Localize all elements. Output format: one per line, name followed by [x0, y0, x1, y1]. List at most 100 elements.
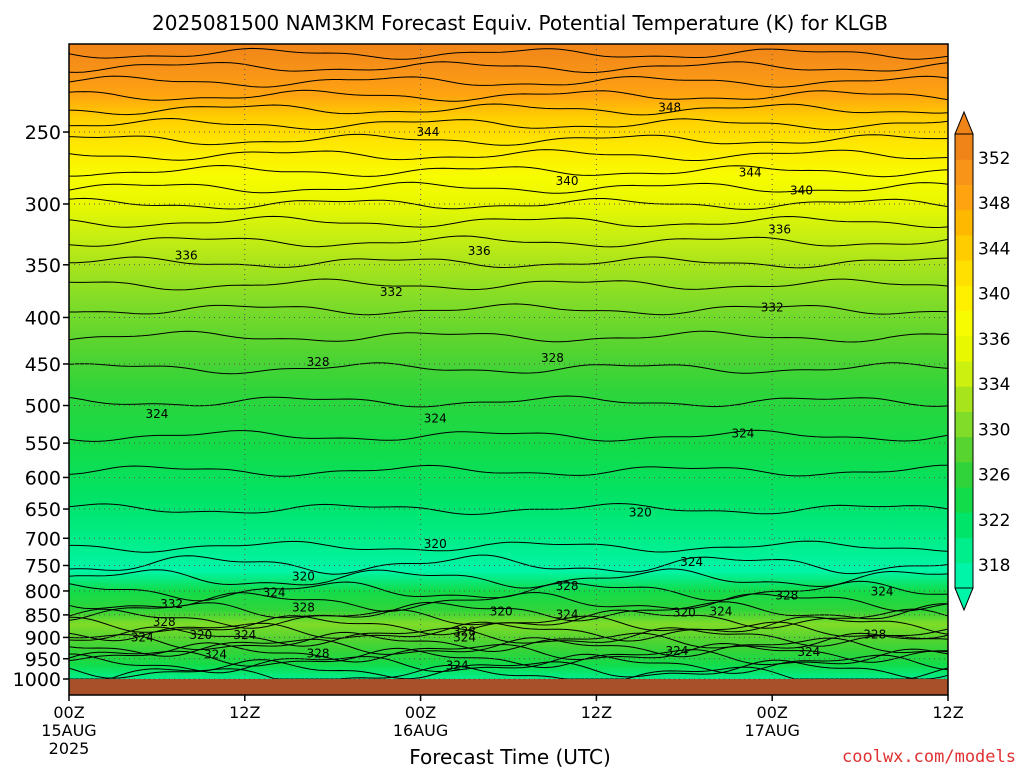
contour-label: 324 [446, 658, 469, 672]
contour-label-text: 324 [871, 584, 894, 598]
contour-label-text: 340 [790, 184, 813, 198]
colorbar-label: 344 [978, 239, 1010, 259]
colorbar-segment [955, 436, 973, 463]
contour-label-text: 324 [145, 407, 168, 421]
colorbar-segment [955, 209, 973, 236]
colorbar-segment [955, 562, 973, 589]
contour-label: 324 [797, 645, 820, 659]
contour-label-text: 320 [424, 537, 447, 551]
contour-label: 324 [233, 628, 256, 642]
contour-label: 336 [468, 244, 491, 258]
colorbar-label: 318 [978, 556, 1010, 576]
colorbar-segment [955, 537, 973, 564]
contour-label-text: 336 [175, 249, 198, 263]
x-tick-label: 12Z [229, 703, 260, 722]
contour-label: 328 [541, 351, 564, 365]
contour-line [68, 395, 949, 408]
colorbar-label: 326 [978, 466, 1010, 486]
contour-line [68, 149, 949, 161]
contour-line [68, 631, 949, 653]
colorbar-segment [955, 361, 973, 387]
y-tick-label: 750 [25, 555, 61, 577]
contour-label-text: 336 [768, 222, 791, 236]
chart-title: 2025081500 NAM3KM Forecast Equiv. Potent… [152, 11, 888, 35]
contour-label-text: 320 [629, 506, 652, 520]
contour-label-text: 328 [453, 625, 476, 639]
contour-line [68, 362, 949, 375]
contour-line [68, 103, 949, 116]
colorbar-label: 348 [978, 194, 1010, 214]
x-tick-date: 15AUG [41, 721, 96, 740]
contour-label-text: 328 [307, 355, 330, 369]
contour-label: 328 [556, 579, 579, 593]
x-tick-label: 12Z [581, 703, 612, 722]
x-tick-label: 00Z [53, 703, 84, 722]
contour-label-text: 328 [541, 351, 564, 365]
contour-label: 340 [790, 184, 813, 198]
contour-label: 328 [307, 355, 330, 369]
contour-label: 328 [307, 646, 330, 660]
contour-line [69, 540, 949, 553]
contour-line [68, 615, 949, 636]
contour-line [68, 601, 948, 622]
contour-label-text: 324 [424, 412, 447, 426]
colorbar-segment [955, 411, 973, 438]
x-tick-label: 00Z [405, 703, 436, 722]
contour-line [68, 330, 949, 343]
contour-label: 344 [416, 125, 439, 139]
plot-frame [68, 43, 949, 696]
colorbar-segment [955, 260, 973, 286]
colorbar-bottom-arrow [954, 587, 974, 612]
x-tick-year: 2025 [49, 739, 90, 758]
contour-label-text: 324 [731, 427, 754, 441]
contour-label: 340 [556, 174, 579, 188]
y-tick-label: 600 [25, 467, 61, 489]
contour-label-text: 324 [131, 630, 154, 644]
y-tick-label: 700 [25, 528, 61, 550]
colorbar-segment [955, 285, 973, 312]
contour-label: 320 [629, 506, 652, 520]
contour-label-text: 328 [775, 588, 798, 602]
contour-label-text: 324 [263, 585, 286, 599]
contour-line [68, 215, 949, 229]
colorbar-top-arrow [954, 110, 974, 135]
contour-label: 324 [131, 630, 154, 644]
contour-line [68, 637, 949, 658]
contour-label-text: 328 [292, 600, 315, 614]
contour-label: 320 [490, 605, 513, 619]
colorbar-segment [955, 134, 973, 160]
contour-line [68, 568, 949, 589]
contour-label: 324 [680, 555, 703, 569]
contour-label-text: 324 [233, 628, 256, 642]
contour-label: 336 [768, 222, 791, 236]
y-tick-label: 550 [25, 433, 61, 455]
colorbar-segment [955, 310, 973, 337]
colorbar-label: 340 [978, 285, 1010, 305]
y-tick-label: 850 [25, 605, 61, 627]
contour-label: 336 [175, 249, 198, 263]
band-fill [69, 44, 948, 679]
contour-label-text: 324 [453, 630, 476, 644]
contour-label-text: 344 [416, 125, 439, 139]
contour-label-text: 320 [189, 628, 212, 642]
contour-label-text: 332 [761, 300, 784, 314]
contour-line [68, 75, 949, 88]
contour-line [68, 642, 948, 663]
contour-label-text: 340 [556, 174, 579, 188]
contour-label-text: 328 [153, 615, 176, 629]
colorbar-segment [955, 461, 973, 488]
contour-label-text: 348 [658, 101, 681, 115]
colorbar-label: 334 [978, 375, 1010, 395]
contour-label-text: 324 [666, 644, 689, 658]
contour-line [68, 61, 949, 74]
contour-line [68, 278, 949, 291]
y-tick-label: 350 [25, 255, 61, 277]
y-axis: 2503003504004505005506006507007508008509… [13, 122, 69, 691]
colorbar-label: 330 [978, 420, 1010, 440]
contour-line [68, 464, 949, 477]
y-tick-label: 450 [25, 354, 61, 376]
contour-label-text: 324 [709, 605, 732, 619]
y-tick-label: 900 [25, 627, 61, 649]
contour-label: 332 [761, 300, 784, 314]
